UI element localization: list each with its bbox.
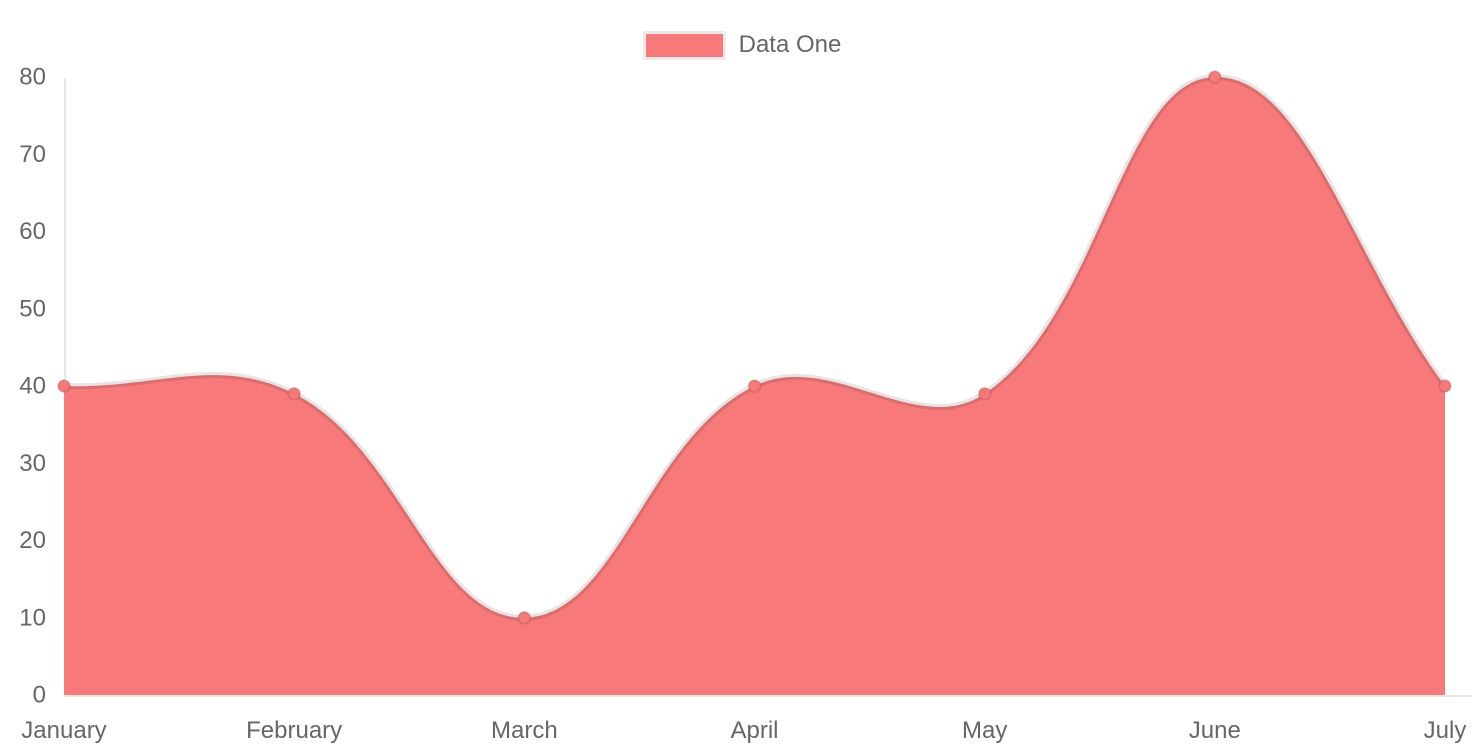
y-tick-label-10: 10 [19,604,46,631]
x-axis-tick-labels: January February March April May June July [21,717,1466,744]
y-tick-label-20: 20 [19,527,46,554]
y-tick-label-80: 80 [19,64,46,91]
x-tick-label-april: April [730,717,778,744]
data-point-may[interactable] [977,386,992,401]
data-point-january[interactable] [57,379,71,393]
y-tick-label-0: 0 [33,682,46,709]
series-line [63,73,1448,621]
x-tick-label-february: February [246,717,342,744]
y-tick-label-50: 50 [19,295,46,322]
y-tick-label-60: 60 [19,218,46,245]
legend-label: Data One [738,31,842,58]
x-tick-label-january: January [21,717,106,744]
y-tick-label-30: 30 [19,450,46,477]
data-point-june[interactable] [1207,70,1222,84]
series-line-path [63,73,1448,621]
chart-legend: Data One [0,29,1484,61]
area-fill-path [64,76,1445,695]
legend-item-data-one[interactable]: Data One [642,30,842,60]
data-point-march[interactable] [517,610,532,625]
area-fill [64,76,1445,695]
data-point-february[interactable] [287,386,302,401]
x-tick-label-july: July [1424,717,1467,744]
data-points[interactable] [57,70,1452,625]
data-point-july[interactable] [1438,379,1452,393]
x-tick-label-may: May [962,717,1007,744]
x-tick-label-march: March [491,717,558,744]
y-tick-label-70: 70 [19,141,46,168]
x-tick-label-june: June [1189,717,1241,744]
legend-swatch [642,30,726,60]
y-axis-tick-labels: 0 10 20 30 40 50 60 70 80 [19,64,46,709]
y-tick-label-40: 40 [19,373,46,400]
data-point-april[interactable] [747,379,762,393]
